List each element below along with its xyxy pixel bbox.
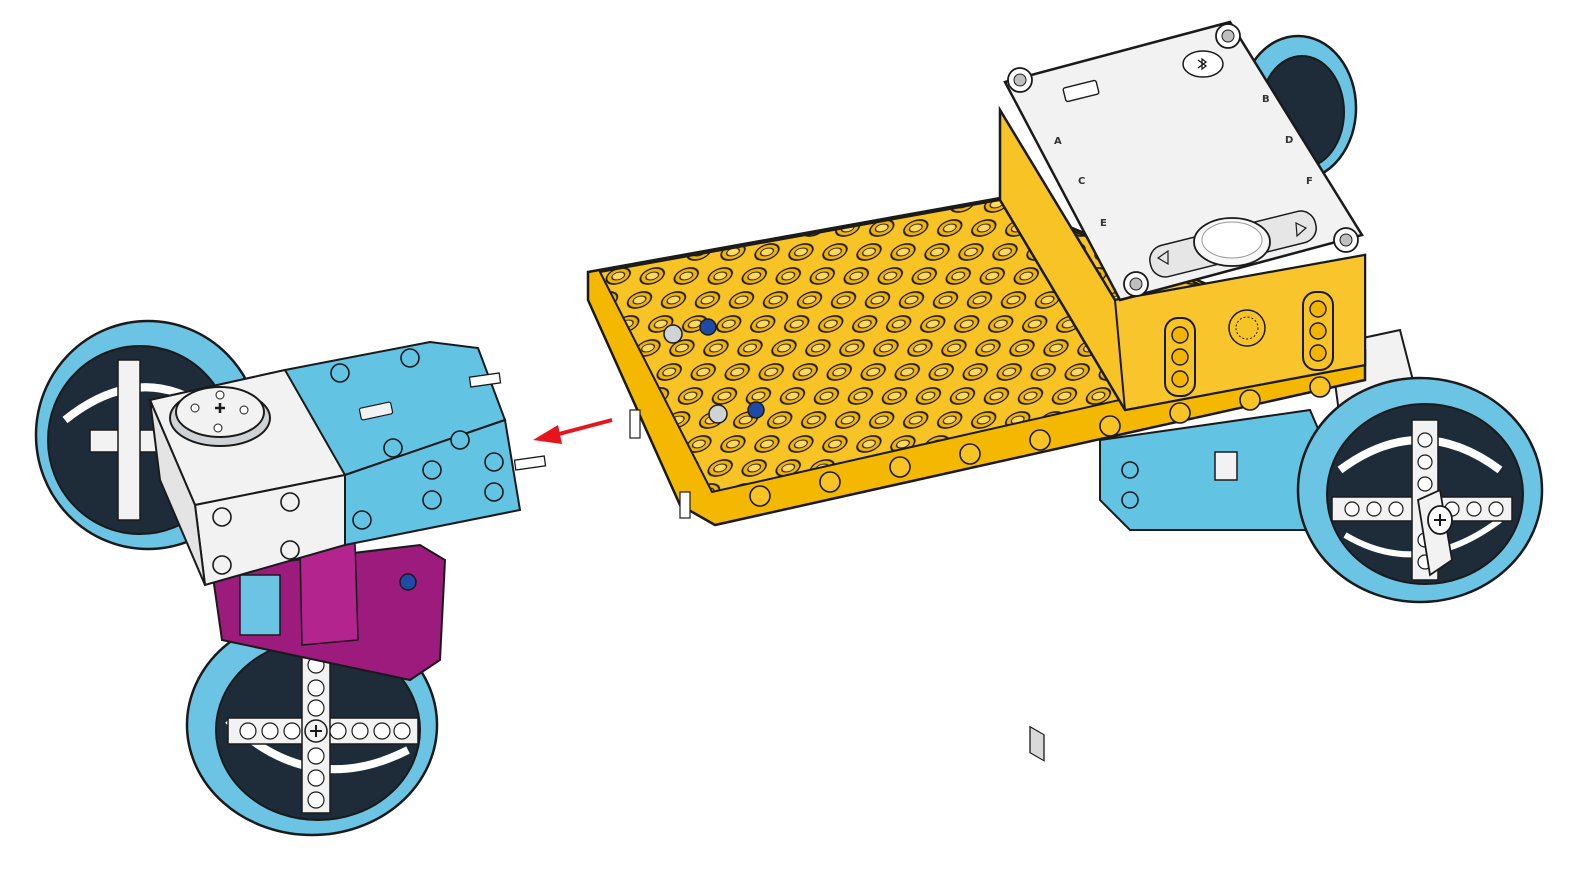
- port-label-b: B: [1262, 94, 1270, 105]
- front-wheel-assembly: [34, 319, 547, 837]
- hub-right-arrow-icon[interactable]: [1295, 221, 1308, 238]
- front-right-wheel: [1296, 376, 1544, 604]
- port-label-a: A: [1054, 136, 1062, 147]
- port-label-c: C: [1078, 176, 1085, 187]
- port-label-d: D: [1285, 135, 1293, 146]
- front-motor: [146, 340, 547, 587]
- chassis-assembly: A C E B D F: [586, 20, 1544, 762]
- hub-control-strip: [1149, 210, 1317, 278]
- hub-left-arrow-icon[interactable]: [1156, 249, 1169, 266]
- direction-arrow: [533, 418, 613, 444]
- magenta-frame: [210, 541, 447, 682]
- hub-center-button-icon[interactable]: [1193, 217, 1271, 267]
- spike-hub: A C E B D F: [998, 20, 1367, 762]
- port-label-f: F: [1306, 176, 1313, 187]
- bluetooth-button-icon[interactable]: [1182, 50, 1224, 78]
- speaker-icon: [1228, 309, 1266, 347]
- port-label-e: E: [1100, 218, 1107, 229]
